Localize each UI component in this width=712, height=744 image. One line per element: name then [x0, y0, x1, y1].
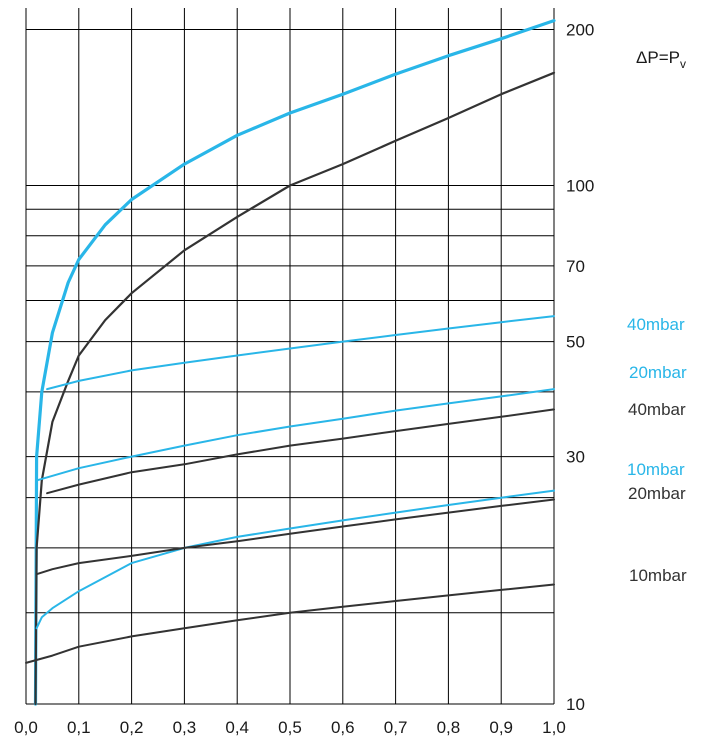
x-tick-label: 0,8 — [437, 718, 461, 737]
y-tick-label: 70 — [566, 257, 585, 276]
y-tick-label: 200 — [566, 20, 594, 39]
legend-label: 40mbar — [628, 400, 686, 419]
legend-label: 20mbar — [628, 484, 686, 503]
legend-label: 40mbar — [627, 315, 685, 334]
series-line-1 — [34, 71, 556, 706]
x-tick-label: 0,4 — [225, 718, 249, 737]
series-line-0 — [33, 19, 556, 706]
series-line-2 — [46, 315, 555, 391]
legend-label: 10mbar — [629, 566, 687, 585]
legend-label: 10mbar — [627, 460, 685, 479]
series-line-5 — [35, 489, 555, 630]
x-tick-label: 0,3 — [173, 718, 197, 737]
legend-label: 20mbar — [629, 363, 687, 382]
y-tick-labels: 10 30 50 70 100 200 — [566, 20, 594, 714]
series-line-6 — [35, 498, 555, 576]
x-tick-label: 0,5 — [278, 718, 302, 737]
x-tick-label: 0,7 — [384, 718, 408, 737]
x-tick-label: 0,9 — [489, 718, 513, 737]
x-tick-label: 1,0 — [542, 718, 566, 737]
series-line-3 — [35, 388, 555, 482]
series-line-7 — [25, 583, 555, 664]
header-label: ΔP=Pv — [636, 48, 686, 71]
series-group — [25, 19, 556, 706]
x-tick-label: 0,2 — [120, 718, 144, 737]
y-tick-label: 30 — [566, 448, 585, 467]
x-tick-label: 0,6 — [331, 718, 355, 737]
y-tick-label: 50 — [566, 333, 585, 352]
series-line-4 — [46, 408, 555, 495]
y-tick-label: 100 — [566, 177, 594, 196]
x-tick-label: 0,0 — [14, 718, 38, 737]
x-tick-labels: 0,0 0,1 0,2 0,3 0,4 0,5 0,6 0,7 0,8 0,9 1,0 — [14, 718, 566, 737]
y-tick-label: 10 — [566, 695, 585, 714]
x-tick-label: 0,1 — [67, 718, 91, 737]
legend: 40mbar 20mbar 40mbar 10mbar 20mbar 10mbar — [627, 315, 687, 585]
